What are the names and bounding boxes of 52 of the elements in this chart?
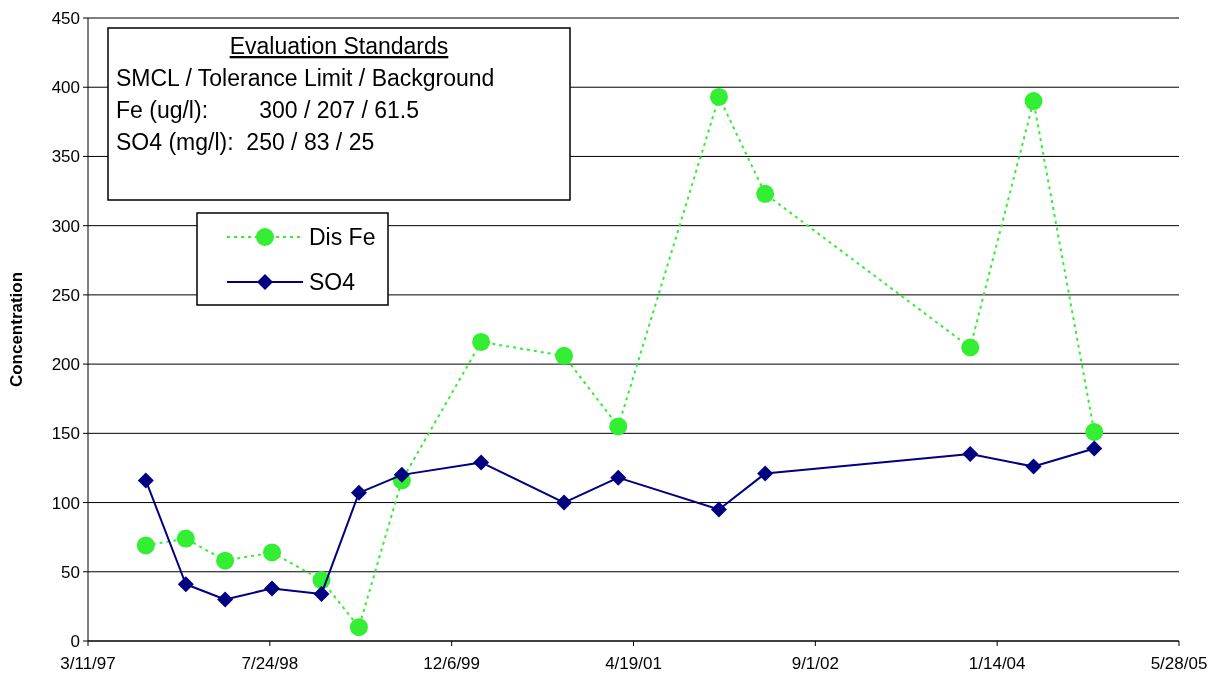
x-tick-label: 3/11/97 [60, 654, 116, 673]
point [472, 332, 491, 351]
point [709, 87, 728, 106]
point [609, 417, 628, 436]
point [264, 580, 281, 597]
legend-label: SO4 [309, 269, 356, 296]
point [710, 501, 727, 518]
y-tick-label: 50 [61, 562, 80, 582]
x-tick-label: 9/1/02 [791, 654, 839, 673]
y-tick-label: 350 [51, 147, 80, 167]
point [1025, 458, 1042, 475]
y-tick-label: 100 [51, 493, 80, 513]
point [1024, 92, 1043, 111]
point [473, 454, 490, 471]
point [350, 484, 367, 501]
annotation: Fe (ug/l): 300 / 207 / 61.5 [116, 97, 419, 123]
point [610, 469, 627, 486]
point [349, 618, 368, 637]
x-tick-label: 7/24/98 [241, 654, 299, 673]
y-tick-label: 450 [51, 8, 80, 28]
y-tick-label: 200 [51, 355, 80, 375]
point [1085, 422, 1104, 441]
annotation: SO4 (mg/l): 250 / 83 / 25 [116, 129, 375, 155]
annotation: SMCL / Tolerance Limit / Background [116, 65, 495, 91]
x-tick-label: 1/14/04 [968, 654, 1026, 673]
point [313, 585, 330, 602]
point [1086, 440, 1103, 457]
x-tick-label: 4/19/01 [605, 654, 662, 673]
annotation: Evaluation Standards [229, 33, 449, 59]
point [556, 494, 573, 511]
x-tick-label: 5/28/05 [1150, 654, 1208, 673]
point [555, 346, 574, 365]
y-tick-label: 250 [51, 285, 80, 305]
legend-label: Dis Fe [309, 224, 376, 251]
point [757, 465, 774, 482]
y-tick-label: 0 [70, 631, 80, 651]
point [393, 466, 410, 483]
point [137, 472, 154, 489]
x-tick-label: 12/6/99 [423, 654, 481, 673]
y-tick-label: 400 [51, 78, 80, 98]
point [263, 543, 282, 562]
y-axis-title: Concentration [7, 271, 26, 388]
point [136, 536, 155, 555]
point [217, 591, 234, 608]
y-tick-label: 300 [51, 216, 80, 236]
point [756, 184, 775, 203]
y-tick-label: 150 [51, 424, 80, 444]
point [961, 338, 980, 357]
point [177, 576, 194, 593]
point [216, 551, 235, 570]
point [176, 529, 195, 548]
point [962, 446, 979, 463]
